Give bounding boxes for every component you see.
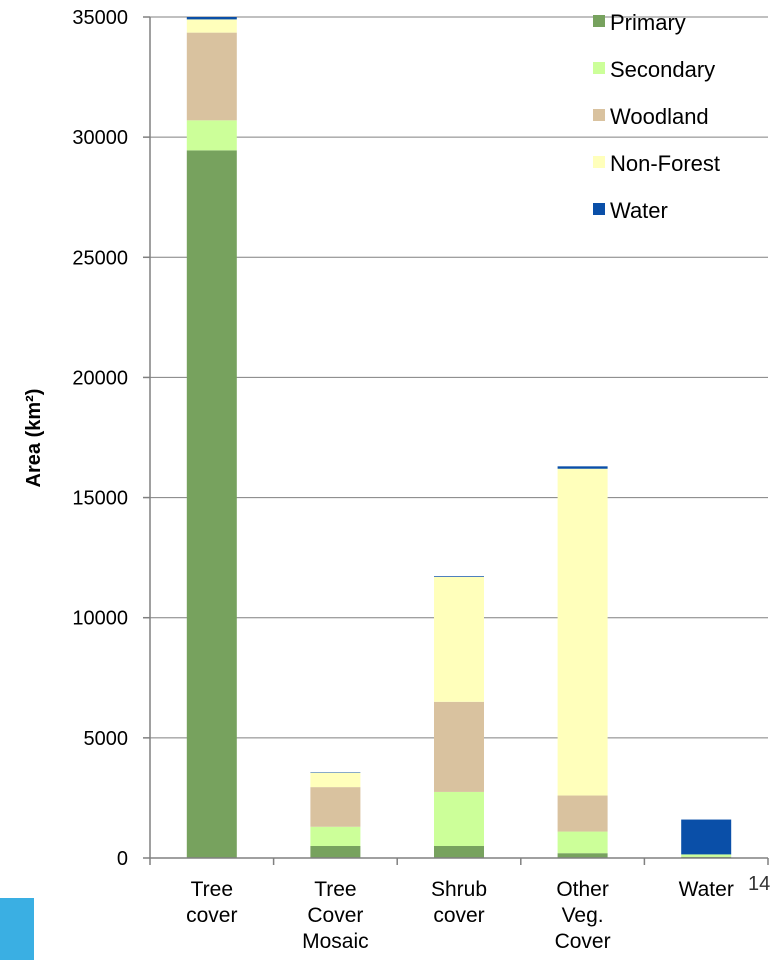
bar-segment-non-forest: [434, 576, 484, 702]
bar-segment-woodland: [310, 787, 361, 827]
bar-segment-water: [557, 466, 608, 469]
y-tick-label: 25000: [72, 247, 128, 269]
legend-label: Non-Forest: [610, 151, 720, 176]
y-tick-label: 20000: [72, 367, 128, 389]
legend-swatch: [593, 15, 605, 27]
bar-segment-non-forest: [557, 468, 608, 796]
x-axis-category-labels: Tree cover Tree Cover Mosaic Shrub cover Other V…: [186, 878, 734, 953]
y-tick-label: 10000: [72, 608, 128, 630]
y-tick-label: 5000: [84, 728, 129, 750]
page-number: 14: [748, 873, 770, 895]
legend-swatch: [593, 62, 605, 74]
x-category-label: Water: [679, 878, 734, 901]
y-axis-label: Area (km²): [23, 389, 45, 488]
y-tick-label: 0: [117, 848, 128, 870]
x-category-label: Tree cover: [186, 878, 237, 927]
bar-segment-non-forest: [186, 19, 237, 33]
legend-label: Secondary: [610, 57, 715, 82]
bar-segment-secondary: [681, 854, 732, 857]
y-tick-label: 35000: [72, 7, 128, 29]
legend-swatch: [593, 109, 605, 121]
bar-segment-primary: [310, 845, 361, 858]
legend-label: Primary: [610, 10, 686, 35]
bar-segment-secondary: [310, 826, 361, 846]
y-tick-label: 15000: [72, 488, 128, 510]
bar-segment-secondary: [434, 791, 484, 846]
legend-item: Non-Forest: [593, 151, 720, 176]
x-category-label: Shrub cover: [431, 878, 487, 927]
bar-segment-water: [186, 17, 237, 20]
bar-segment-water: [434, 576, 484, 577]
bar-segment-woodland: [557, 795, 608, 832]
legend-item: Water: [593, 198, 668, 223]
legend: Primary Secondary Woodland Non-Forest Water: [593, 10, 720, 223]
legend-item: Woodland: [593, 104, 709, 129]
bar-segment-primary: [557, 853, 608, 858]
bar-segment-secondary: [186, 120, 237, 151]
axes: [143, 16, 769, 865]
legend-label: Woodland: [610, 104, 709, 129]
x-category-label: Tree Cover Mosaic: [302, 878, 369, 953]
legend-item: Secondary: [593, 57, 715, 82]
bar-segment-primary: [434, 845, 484, 858]
bar-segment-woodland: [434, 701, 484, 792]
y-tick-label: 30000: [72, 127, 128, 149]
bar-segment-non-forest: [310, 772, 361, 788]
legend-swatch: [593, 203, 605, 215]
y-axis-tick-labels: 0 5000 10000 15000 20000 25000 30000 35000: [72, 7, 128, 870]
bars: [186, 17, 732, 858]
bar-segment-secondary: [557, 831, 608, 854]
legend-swatch: [593, 156, 605, 168]
legend-label: Water: [610, 198, 668, 223]
x-category-label: Other Veg. Cover: [555, 878, 611, 953]
bar-segment-primary: [186, 150, 237, 858]
legend-item: Primary: [593, 10, 686, 35]
bar-segment-water: [681, 819, 732, 855]
gridlines: [150, 16, 768, 739]
accent-block: [0, 898, 34, 960]
bar-segment-woodland: [186, 32, 237, 121]
